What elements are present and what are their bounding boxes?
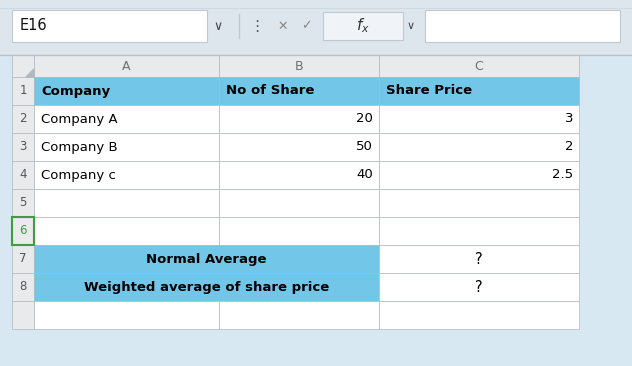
Text: 20: 20	[356, 112, 373, 126]
Text: 50: 50	[356, 141, 373, 153]
Bar	[12, 189, 34, 217]
Bar	[34, 161, 219, 189]
Bar	[219, 55, 379, 77]
Bar	[379, 161, 579, 189]
Bar	[219, 161, 379, 189]
Bar	[34, 77, 219, 105]
Text: ?: ?	[475, 280, 483, 295]
Text: 8: 8	[20, 280, 27, 294]
Text: 3: 3	[20, 141, 27, 153]
Bar	[379, 217, 579, 245]
Text: ∨: ∨	[213, 19, 222, 33]
Bar	[379, 105, 579, 133]
Bar	[0, 0, 632, 55]
Bar	[379, 301, 579, 329]
Text: No of Share: No of Share	[226, 85, 314, 97]
Text: C: C	[475, 60, 483, 72]
Text: 3: 3	[564, 112, 573, 126]
Text: Company: Company	[41, 85, 110, 97]
Bar	[12, 217, 34, 245]
Bar	[12, 161, 34, 189]
Text: E16: E16	[20, 19, 47, 34]
Text: 6: 6	[19, 224, 27, 238]
Bar	[219, 189, 379, 217]
Bar	[12, 217, 34, 245]
Text: 40: 40	[356, 168, 373, 182]
Text: ?: ?	[475, 251, 483, 266]
Text: Company B: Company B	[41, 141, 118, 153]
Bar	[219, 105, 379, 133]
Bar	[219, 77, 379, 105]
Text: ✓: ✓	[301, 19, 312, 33]
Bar	[323, 12, 403, 40]
Text: Company A: Company A	[41, 112, 118, 126]
Text: ✕: ✕	[277, 19, 288, 33]
Bar	[12, 245, 34, 273]
Bar	[219, 217, 379, 245]
Text: A: A	[122, 60, 131, 72]
Bar	[34, 217, 219, 245]
Text: Share Price: Share Price	[386, 85, 472, 97]
Bar	[34, 133, 219, 161]
Text: Weighted average of share price: Weighted average of share price	[84, 280, 329, 294]
Text: ⋮: ⋮	[249, 19, 264, 34]
Bar	[219, 133, 379, 161]
Bar	[219, 301, 379, 329]
Bar	[34, 105, 219, 133]
Bar	[34, 301, 219, 329]
Text: 1: 1	[19, 85, 27, 97]
Bar	[12, 77, 34, 105]
Text: 2.5: 2.5	[552, 168, 573, 182]
Bar	[12, 10, 207, 42]
Text: 4: 4	[19, 168, 27, 182]
Text: 5: 5	[20, 197, 27, 209]
Text: 7: 7	[19, 253, 27, 265]
Bar	[34, 245, 379, 273]
Text: B: B	[295, 60, 303, 72]
Bar	[425, 10, 620, 42]
Text: 2: 2	[564, 141, 573, 153]
Bar	[12, 273, 34, 301]
Text: 2: 2	[19, 112, 27, 126]
Text: ∨: ∨	[407, 21, 415, 31]
Bar	[12, 105, 34, 133]
Text: $f_x$: $f_x$	[356, 16, 370, 36]
Bar	[379, 133, 579, 161]
Bar	[12, 301, 34, 329]
Text: Normal Average: Normal Average	[146, 253, 267, 265]
Text: Company c: Company c	[41, 168, 116, 182]
Bar	[379, 77, 579, 105]
Bar	[12, 133, 34, 161]
Bar	[34, 273, 379, 301]
Polygon shape	[26, 69, 34, 77]
Bar	[379, 189, 579, 217]
Bar	[379, 273, 579, 301]
Bar	[34, 55, 219, 77]
Bar	[34, 189, 219, 217]
Bar	[379, 245, 579, 273]
Bar	[12, 55, 34, 77]
Bar	[379, 55, 579, 77]
